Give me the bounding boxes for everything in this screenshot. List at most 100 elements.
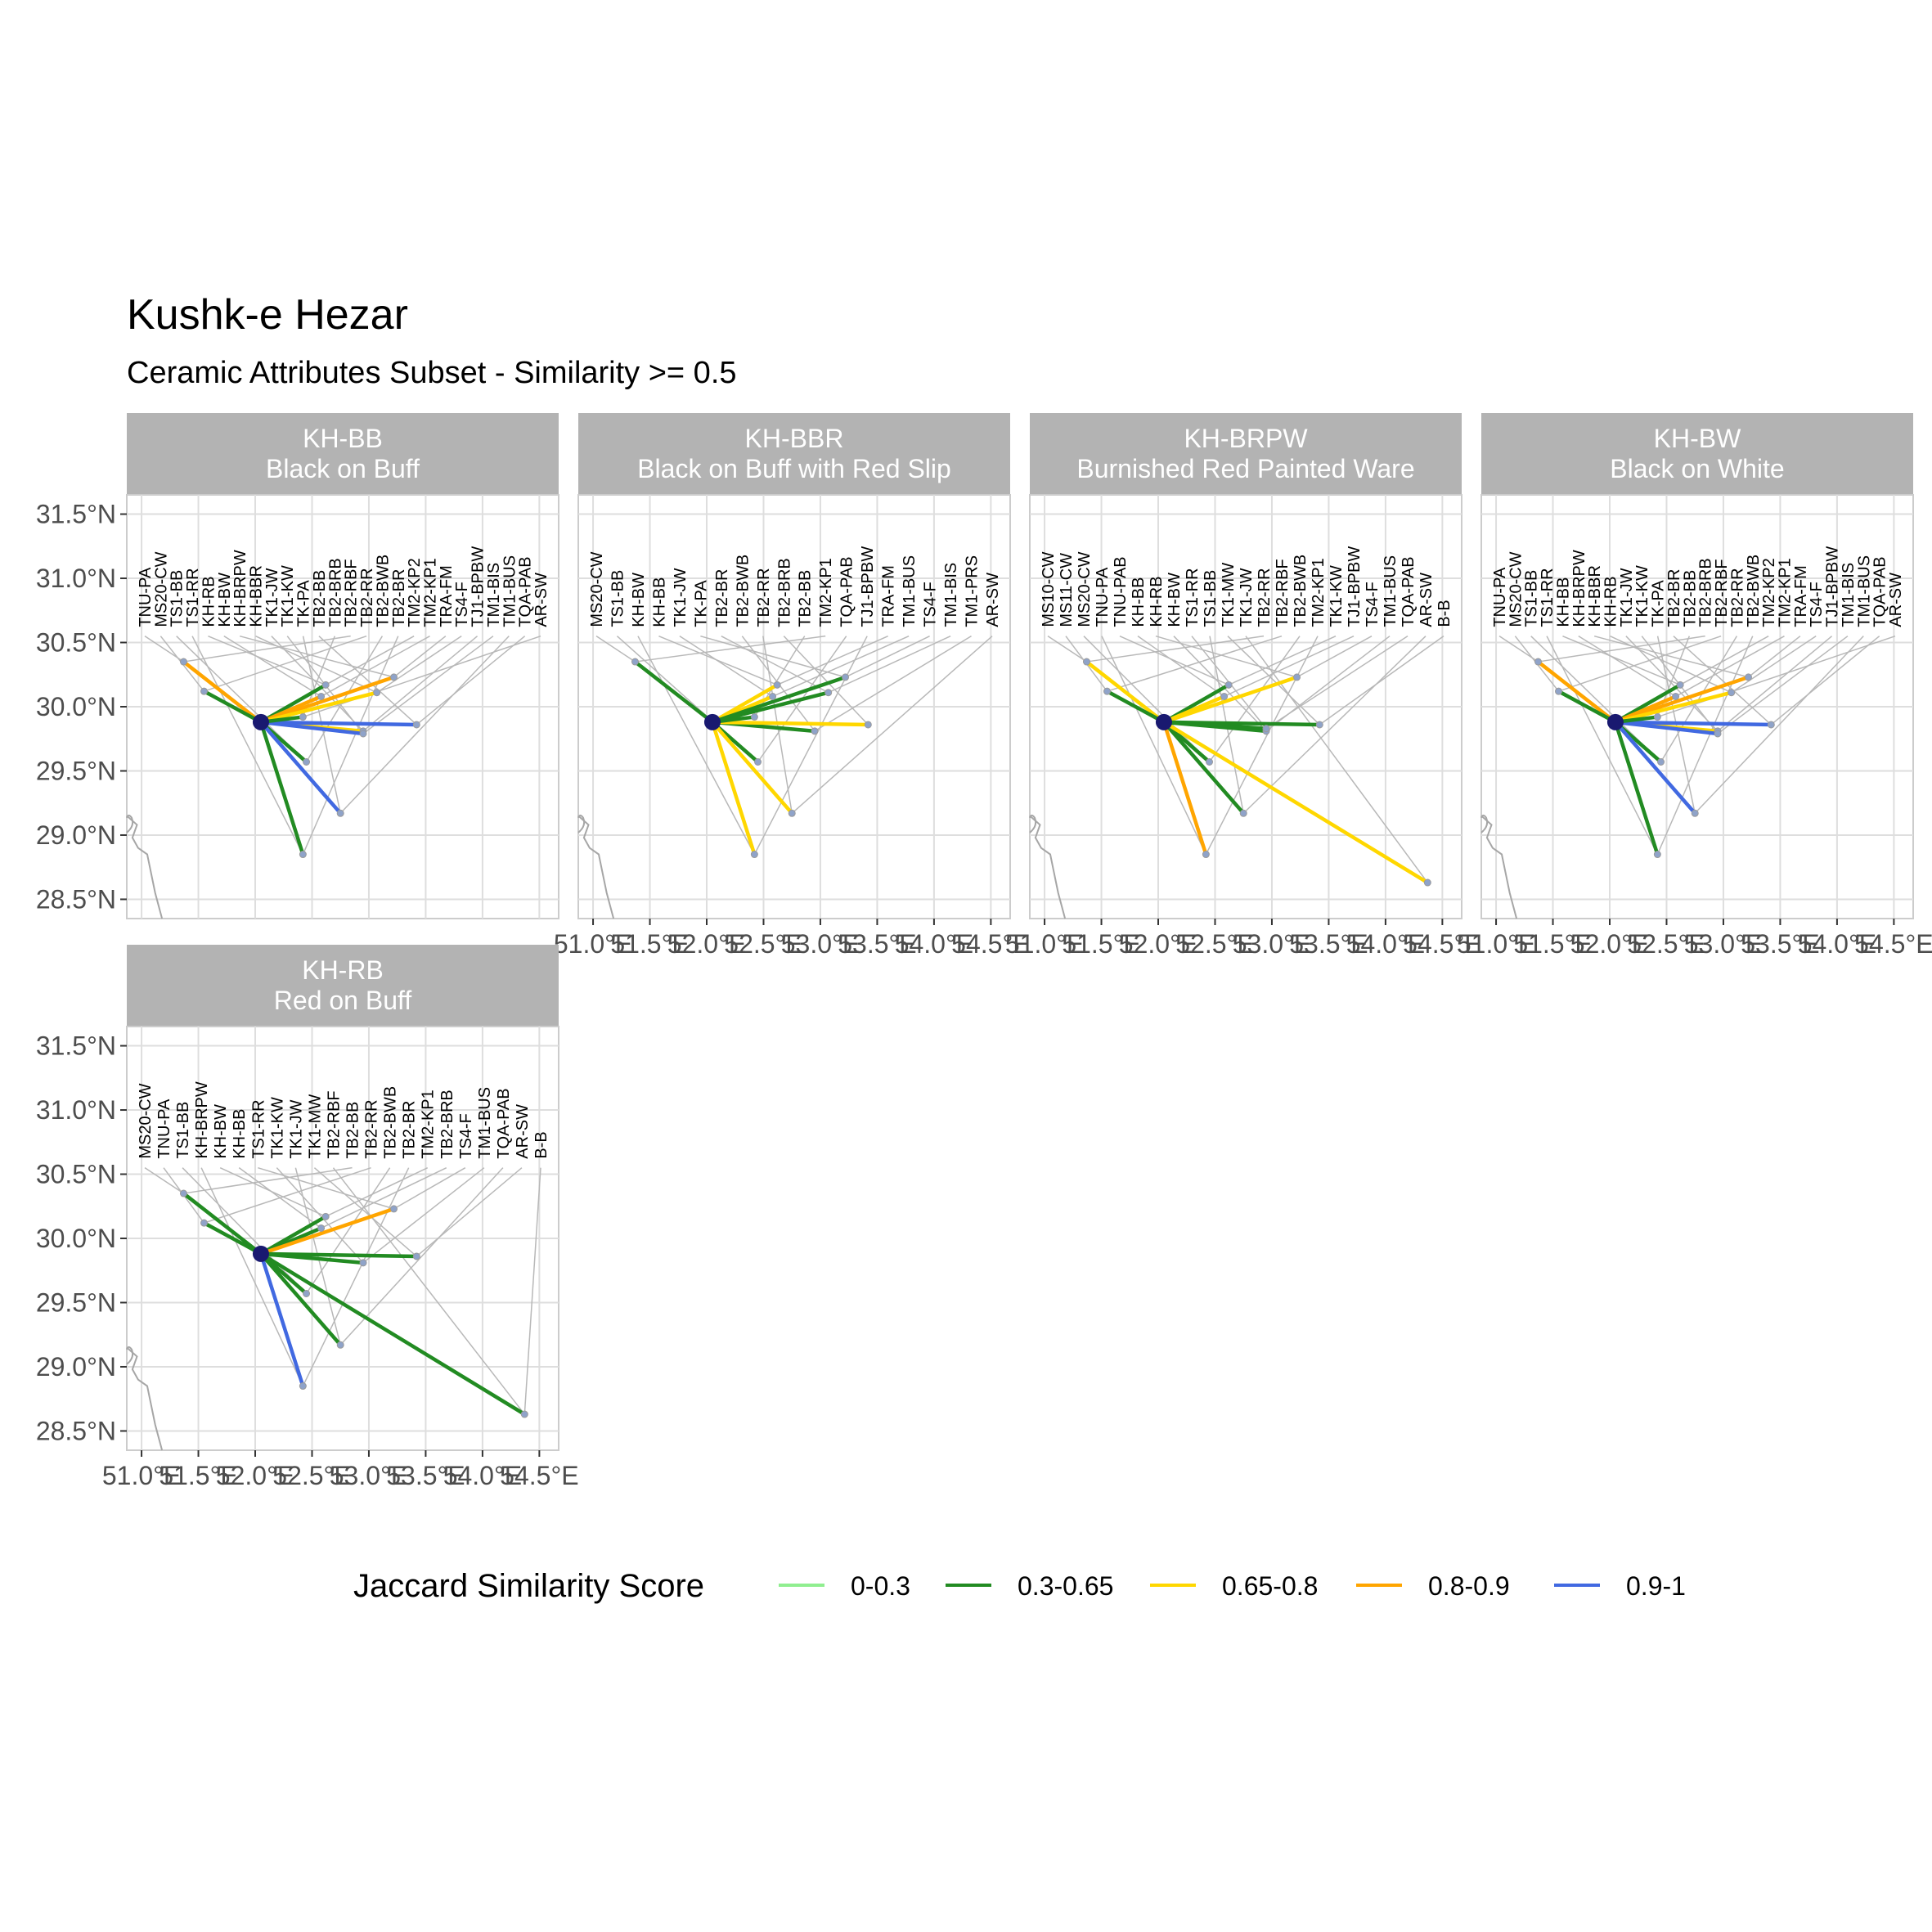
label-leader-line (325, 1166, 429, 1217)
site-point (769, 692, 777, 700)
legend-label: 0.65-0.8 (1222, 1571, 1318, 1601)
site-label: TS1-BB (174, 1102, 192, 1159)
site-label: KH-BB (1554, 577, 1572, 627)
y-tick-label: 31.0°N (36, 564, 116, 593)
label-leader-line (1770, 636, 1880, 726)
label-leader-line (1675, 636, 1785, 698)
similarity-edge (258, 1251, 419, 1259)
label-leader-line (814, 636, 972, 732)
facet-strip-label: KH-BRPW (1184, 424, 1308, 453)
site-label: TJ1-BPBW (1346, 546, 1364, 627)
label-leader-line (1296, 636, 1373, 678)
site-label: TQA-PAB (495, 1088, 513, 1158)
label-leader-line (1657, 635, 1896, 718)
site-label: KH-BW (630, 573, 648, 627)
site-label: TQA-PAB (1871, 556, 1889, 627)
facet-strip (1030, 413, 1462, 495)
site-point (200, 687, 208, 695)
site-label: TK1-MW (306, 1094, 324, 1159)
x-tick-label: 54.0°E (895, 929, 973, 959)
origin-site-point (1155, 713, 1172, 730)
site-label: TB2-RBF (325, 1090, 343, 1158)
site-label: TNU-PA (155, 1099, 173, 1159)
x-tick-label: 51.5°E (1062, 929, 1140, 959)
island-outline (1480, 814, 1489, 833)
island-outline (126, 814, 134, 833)
site-label: TS1-BB (1523, 570, 1541, 627)
label-leader-line (1673, 636, 1772, 726)
site-point (773, 681, 781, 689)
site-label: TS4-F (1364, 582, 1382, 627)
y-tick-label: 31.5°N (36, 1031, 116, 1061)
coastline (1029, 815, 1067, 919)
x-tick-label: 52.0°E (1570, 929, 1649, 959)
site-point (1554, 687, 1562, 695)
x-tick-label: 52.0°E (1119, 929, 1197, 959)
label-leader-line (1245, 636, 1428, 883)
site-label: TB2-RR (1728, 568, 1746, 627)
y-tick-label: 30.5°N (36, 628, 116, 658)
site-point (1262, 725, 1270, 733)
facet-strip-label: Burnished Red Painted Ware (1076, 454, 1414, 483)
similarity-edge (1161, 675, 1299, 725)
site-label: TK1-KW (1633, 565, 1651, 627)
site-label: TM2-KP1 (1776, 558, 1794, 627)
label-leader-line (679, 636, 774, 698)
site-point (1745, 673, 1753, 681)
label-leader-line (772, 635, 910, 698)
label-leader-line (313, 1167, 417, 1257)
x-tick-label: 51.0°E (554, 929, 632, 959)
coastline (126, 1346, 164, 1451)
label-leader-line (1731, 636, 1817, 694)
coastline (126, 815, 164, 919)
site-point (1657, 757, 1665, 766)
label-leader-line (223, 636, 321, 698)
chart-title: Kushk-e Hezar (127, 291, 408, 339)
x-tick-label: 54.5°E (500, 1461, 578, 1490)
site-label: TB2-BWB (734, 555, 752, 627)
site-point (842, 673, 850, 681)
site-point (1082, 658, 1090, 666)
site-point (864, 721, 872, 729)
site-point (1728, 689, 1736, 697)
origin-site-point (703, 713, 721, 730)
similarity-edge (710, 720, 794, 815)
x-tick-label: 51.0°E (1005, 929, 1084, 959)
label-leader-line (204, 1166, 371, 1224)
site-point (1676, 681, 1684, 689)
site-label: TK1-JW (287, 1099, 305, 1158)
site-label: TB2-RR (1256, 568, 1274, 627)
label-leader-line (183, 635, 351, 663)
site-label: TB2-RR (358, 568, 376, 627)
x-tick-label: 53.5°E (1289, 929, 1368, 959)
site-point (1534, 658, 1542, 666)
similarity-edge (258, 1251, 343, 1347)
site-label: MS20-CW (152, 551, 170, 627)
similarity-edge (258, 720, 305, 856)
site-label: TM1-BIS (485, 563, 503, 627)
site-label: KH-BW (1166, 573, 1184, 627)
label-leader-line (721, 636, 829, 694)
x-tick-label: 54.5°E (1403, 929, 1481, 959)
label-leader-line (523, 1167, 541, 1415)
island-outline (1029, 814, 1037, 833)
site-label: TK1-JW (1618, 568, 1636, 627)
site-point (299, 851, 307, 859)
similarity-edge (182, 1191, 263, 1256)
label-leader-line (595, 636, 636, 663)
site-label: MS10-CW (1040, 551, 1058, 627)
label-leader-line (1137, 636, 1225, 698)
similarity-edge (1613, 720, 1660, 856)
y-tick-label: 29.0°N (36, 820, 116, 850)
site-label: TNU-PA (137, 567, 155, 627)
similarity-edge (258, 720, 419, 727)
site-label: TNU-PA (1094, 567, 1112, 627)
site-label: TS4-F (457, 1113, 475, 1159)
label-leader-line (305, 1167, 391, 1294)
label-leader-line (1101, 636, 1207, 855)
label-leader-line (1086, 635, 1265, 663)
site-label: TM1-BUS (1855, 555, 1873, 627)
x-tick-label: 52.5°E (272, 1461, 351, 1490)
